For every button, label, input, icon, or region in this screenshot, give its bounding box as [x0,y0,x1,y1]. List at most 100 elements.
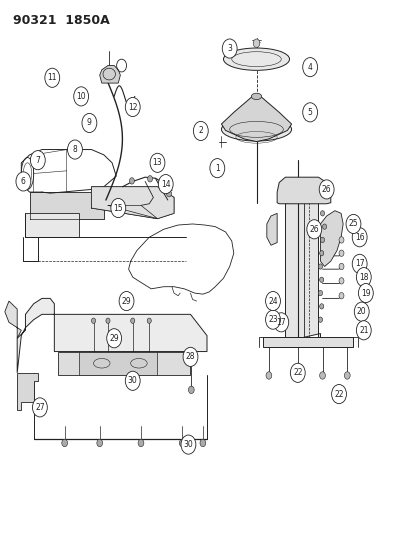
Circle shape [265,292,280,311]
Text: 23: 23 [268,315,277,324]
Circle shape [188,386,194,393]
Text: 19: 19 [360,288,370,297]
Text: 5: 5 [307,108,312,117]
Polygon shape [262,337,353,348]
Circle shape [183,348,197,367]
Text: 3: 3 [227,44,232,53]
Text: 17: 17 [276,318,285,327]
Circle shape [319,372,325,379]
Polygon shape [25,213,79,237]
Text: 26: 26 [321,185,331,194]
Circle shape [358,284,373,303]
Circle shape [338,293,343,299]
Circle shape [338,237,343,243]
Text: 17: 17 [354,260,363,268]
Text: 16: 16 [354,233,363,242]
Circle shape [162,181,167,188]
Circle shape [345,214,360,233]
Polygon shape [5,301,21,338]
Ellipse shape [223,48,289,70]
Polygon shape [100,66,120,83]
Circle shape [338,250,343,256]
Text: 18: 18 [358,273,368,281]
Polygon shape [91,187,173,219]
Text: 25: 25 [348,220,357,229]
Circle shape [306,220,321,239]
Text: 30: 30 [183,440,193,449]
Text: 20: 20 [356,307,366,316]
Circle shape [331,384,346,403]
Text: 27: 27 [35,403,45,412]
Circle shape [111,198,126,217]
Circle shape [45,68,59,87]
Circle shape [222,39,237,58]
Circle shape [302,103,317,122]
Polygon shape [29,192,104,219]
Circle shape [199,439,205,447]
Circle shape [266,372,271,379]
Circle shape [318,264,322,269]
Text: 6: 6 [21,177,26,186]
Circle shape [320,237,324,243]
Circle shape [193,122,208,141]
Text: 13: 13 [152,158,162,167]
Circle shape [138,439,144,447]
Text: 26: 26 [309,225,318,234]
Circle shape [147,175,152,182]
Circle shape [318,180,333,199]
Text: 8: 8 [72,145,77,154]
Circle shape [106,318,110,324]
Text: 2: 2 [198,126,203,135]
Circle shape [265,310,280,329]
Circle shape [322,224,326,229]
Circle shape [16,172,31,191]
Polygon shape [320,211,342,266]
Polygon shape [58,352,190,375]
Circle shape [338,278,343,284]
Text: 14: 14 [161,180,170,189]
Polygon shape [79,352,157,375]
Text: 10: 10 [76,92,86,101]
Polygon shape [17,298,206,373]
Circle shape [320,211,324,216]
Circle shape [150,154,164,172]
Circle shape [131,318,135,324]
Polygon shape [266,213,276,245]
Circle shape [125,371,140,390]
Text: 28: 28 [185,352,195,361]
Circle shape [338,263,343,270]
Circle shape [351,228,366,247]
Circle shape [129,177,134,184]
Circle shape [158,174,173,193]
Circle shape [354,302,368,321]
Circle shape [302,58,317,77]
Ellipse shape [221,118,291,141]
Text: 29: 29 [121,296,131,305]
Circle shape [97,439,102,447]
Circle shape [319,251,323,256]
Polygon shape [285,195,320,341]
Circle shape [166,190,171,197]
Text: 12: 12 [128,102,137,111]
Polygon shape [17,373,38,410]
Circle shape [318,317,322,322]
Circle shape [67,140,82,159]
Circle shape [290,364,304,382]
Circle shape [319,277,323,282]
Circle shape [62,439,67,447]
Text: 15: 15 [113,204,123,213]
Circle shape [107,329,121,348]
Circle shape [319,304,323,309]
Text: 11: 11 [47,73,57,82]
Circle shape [91,318,95,324]
Text: 24: 24 [268,296,277,305]
Polygon shape [221,96,291,142]
Text: 4: 4 [307,63,312,71]
Circle shape [74,87,88,106]
Circle shape [273,313,288,332]
Text: 1: 1 [214,164,219,173]
Ellipse shape [251,93,261,100]
Circle shape [179,439,185,447]
Circle shape [356,321,370,340]
Text: 7: 7 [35,156,40,165]
